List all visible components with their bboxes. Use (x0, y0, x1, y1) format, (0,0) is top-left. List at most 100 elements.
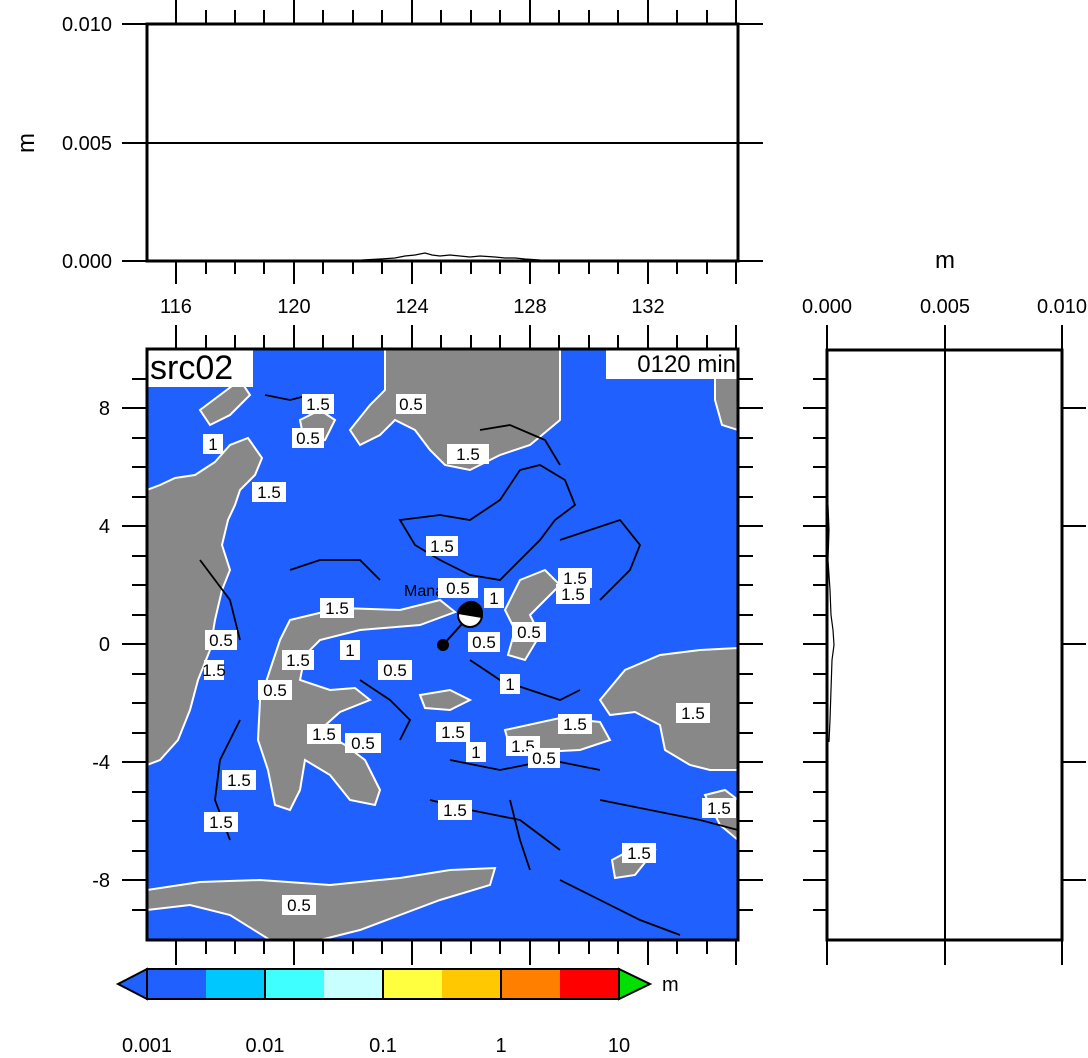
contour-label: 1.5 (426, 536, 458, 556)
side-x-tick-label: 0.000 (802, 296, 852, 318)
colorbar-swatch (383, 969, 442, 999)
side-x-tick-label: 0.010 (1037, 296, 1087, 318)
map-y-tick-label: -4 (92, 752, 110, 774)
colorbar-swatch (560, 969, 619, 999)
map-title: src02 (150, 349, 233, 387)
colorbar-swatch (324, 969, 383, 999)
side-panel-trace (827, 504, 835, 743)
contour-label: 1.5 (302, 394, 334, 414)
map-y-tick-label: 4 (99, 516, 110, 538)
contour-label: 1.5 (222, 770, 256, 790)
top-panel: 0.010 0.005 0.000 m (13, 0, 763, 318)
landmass-mindanao (348, 349, 561, 472)
svg-text:1.5: 1.5 (286, 651, 310, 670)
svg-text:0.5: 0.5 (446, 579, 470, 598)
top-y-tick-label: 0.010 (62, 14, 112, 36)
top-x-tick-label: 120 (277, 296, 310, 318)
svg-text:1: 1 (345, 641, 354, 660)
map-panel: Manado 1.5 0.5 1.5 0.5 1 1.5 1.5 0.5 1.5… (92, 325, 763, 965)
contour-label: 0.5 (258, 680, 292, 700)
colorbar-under-arrow (115, 967, 148, 1001)
svg-text:1.5: 1.5 (561, 585, 585, 604)
contour-label: 0.5 (378, 660, 412, 680)
contour-lines (199, 394, 738, 936)
svg-text:1.5: 1.5 (563, 569, 587, 588)
svg-text:1.5: 1.5 (306, 395, 330, 414)
contour-label: 0.5 (205, 630, 237, 650)
contour-label: 1.5 (438, 800, 472, 820)
svg-text:0.5: 0.5 (517, 623, 541, 642)
landmass-lesser-sunda (147, 866, 497, 940)
contour-label: 1 (203, 434, 223, 454)
contour-label: 1 (340, 640, 360, 660)
contour-label: 1.5 (252, 482, 286, 502)
colorbar-swatch (265, 969, 324, 999)
svg-text:0.5: 0.5 (532, 749, 556, 768)
landmass-palawan (198, 378, 252, 427)
top-y-tick-label: 0.005 (62, 133, 112, 155)
contour-label: 1.5 (202, 660, 226, 680)
colorbar-swatch (147, 969, 206, 999)
svg-text:0.5: 0.5 (296, 429, 320, 448)
colorbar-over-arrow (618, 967, 653, 1001)
map-title-box (147, 349, 253, 387)
side-panel-ticks (803, 325, 1086, 965)
contour-label: 0.5 (396, 394, 426, 414)
landmass-buru (418, 688, 473, 712)
contour-label: 1.5 (436, 722, 470, 742)
map-y-tick-label: 0 (99, 634, 110, 656)
contour-labels: 1.5 0.5 1.5 0.5 1 1.5 1.5 0.5 1.5 0.5 1.… (202, 394, 736, 915)
svg-text:1.5: 1.5 (456, 445, 480, 464)
svg-text:1.5: 1.5 (563, 715, 587, 734)
top-x-tick-label: 116 (160, 296, 192, 318)
svg-text:1: 1 (505, 675, 514, 694)
contour-label: 1.5 (320, 598, 354, 618)
contour-label: 1.5 (558, 568, 592, 588)
contour-label: 1.5 (702, 798, 736, 818)
svg-text:1.5: 1.5 (681, 704, 705, 723)
svg-text:1: 1 (208, 435, 217, 454)
map-y-tick-label: -8 (92, 870, 110, 892)
contour-label: 1.5 (558, 714, 592, 734)
svg-text:1.5: 1.5 (202, 661, 226, 680)
side-x-axis-unit: m (935, 247, 955, 274)
svg-text:1: 1 (489, 589, 498, 608)
colorbar: m 0.001 0.01 0.1 1 10 (115, 967, 679, 1057)
svg-text:0.5: 0.5 (472, 633, 496, 652)
svg-text:1.5: 1.5 (441, 723, 465, 742)
colorbar-swatch (442, 969, 501, 999)
top-x-tick-label: 124 (395, 296, 428, 318)
colorbar-swatch (501, 969, 560, 999)
svg-text:1.5: 1.5 (430, 537, 454, 556)
contour-label: 1.5 (447, 444, 489, 464)
map-y-ticks (122, 378, 763, 911)
svg-text:0.5: 0.5 (399, 395, 423, 414)
contour-label: 0.5 (345, 733, 381, 753)
top-x-tick-label: 128 (513, 296, 546, 318)
svg-text:0.5: 0.5 (263, 681, 287, 700)
contour-label: 1 (500, 674, 520, 694)
contour-label: 0.5 (528, 748, 560, 768)
top-panel-bottom-ticks (175, 261, 737, 284)
svg-text:1.5: 1.5 (627, 844, 651, 863)
svg-text:1.5: 1.5 (227, 771, 251, 790)
svg-text:1.5: 1.5 (707, 799, 731, 818)
source-marker (437, 600, 484, 651)
top-y-axis-unit: m (13, 133, 40, 153)
svg-text:0.5: 0.5 (351, 734, 375, 753)
landmass-borneo (147, 436, 264, 767)
top-y-tick-label: 0.000 (62, 251, 112, 273)
colorbar-tick-label: 1 (495, 1035, 506, 1057)
colorbar-tick-label: 0.01 (246, 1035, 285, 1057)
contour-label: 0.5 (438, 578, 478, 598)
svg-text:1.5: 1.5 (257, 483, 281, 502)
svg-text:0.5: 0.5 (383, 661, 407, 680)
colorbar-tick-label: 0.1 (369, 1035, 397, 1057)
contour-label: 1.5 (204, 812, 238, 832)
time-label: 0120 min (637, 351, 736, 378)
svg-text:0.5: 0.5 (287, 896, 311, 915)
svg-text:1.5: 1.5 (312, 725, 336, 744)
svg-text:1.5: 1.5 (443, 801, 467, 820)
colorbar-tick-label: 10 (608, 1035, 630, 1057)
